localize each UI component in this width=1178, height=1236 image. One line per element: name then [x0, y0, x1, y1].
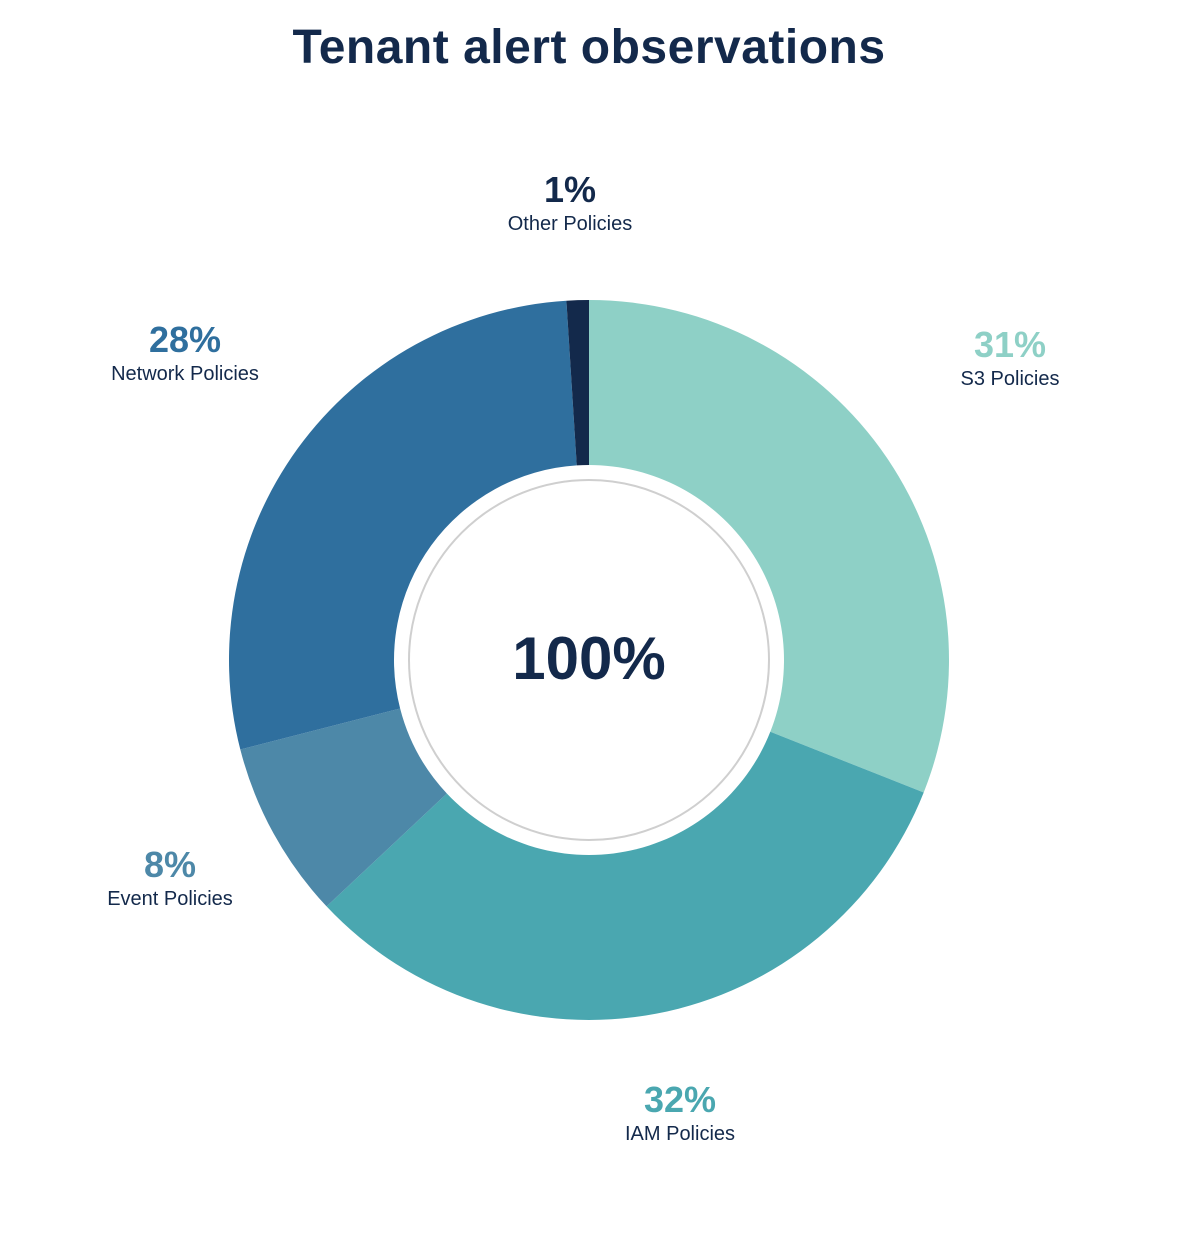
- slice-label-iam: 32% IAM Policies: [560, 1079, 800, 1146]
- slice-pct: 8%: [50, 844, 290, 886]
- slice-name: IAM Policies: [560, 1123, 800, 1146]
- slice-pct: 32%: [560, 1079, 800, 1121]
- slice-name: Event Policies: [50, 888, 290, 911]
- slice-label-network: 28% Network Policies: [65, 319, 305, 386]
- slice-pct: 1%: [450, 169, 690, 211]
- donut-center-label: 100%: [439, 624, 739, 693]
- slice-pct: 31%: [890, 324, 1130, 366]
- slice-name: Network Policies: [65, 363, 305, 386]
- slice-name: S3 Policies: [890, 368, 1130, 391]
- slice-label-s3: 31% S3 Policies: [890, 324, 1130, 391]
- chart-page: Tenant alert observations 100% 31% S3 Po…: [0, 0, 1178, 1236]
- slice-name: Other Policies: [450, 213, 690, 236]
- slice-label-other: 1% Other Policies: [450, 169, 690, 236]
- slice-pct: 28%: [65, 319, 305, 361]
- slice-label-event: 8% Event Policies: [50, 844, 290, 911]
